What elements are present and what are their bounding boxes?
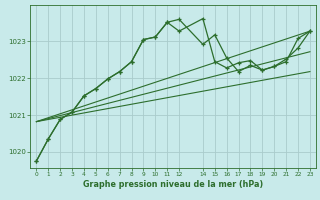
X-axis label: Graphe pression niveau de la mer (hPa): Graphe pression niveau de la mer (hPa) — [83, 180, 263, 189]
